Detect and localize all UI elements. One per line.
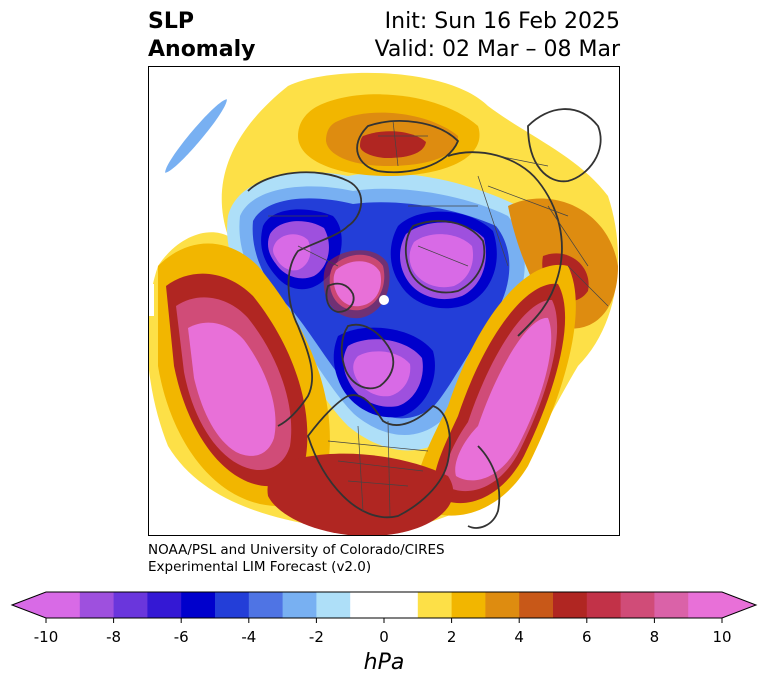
colorbar-tick-label: -10 <box>34 628 59 646</box>
colorbar-swatch <box>620 592 655 618</box>
positive-anomaly-centers <box>148 94 618 536</box>
title-variable-line2: Anomaly <box>148 37 256 62</box>
valid-range: Valid: 02 Mar – 08 Mar <box>374 37 620 62</box>
colorbar-unit: hPa <box>364 650 405 675</box>
coastlines <box>247 108 602 529</box>
colorbar-swatch <box>215 592 250 618</box>
colorbar-swatch <box>519 592 554 618</box>
colorbar-swatch <box>485 592 520 618</box>
colorbar-extend-low <box>12 592 46 618</box>
colorbar-extend-high <box>722 592 756 618</box>
title-dates: Init: Sun 16 Feb 2025 Valid: 02 Mar – 08… <box>375 8 620 64</box>
colorbar-swatch <box>181 592 216 618</box>
colorbar-tick-label: 8 <box>650 628 660 646</box>
colorbar-swatches <box>10 591 758 619</box>
colorbar-tick-label: 10 <box>712 628 731 646</box>
colorbar-swatch <box>451 592 486 618</box>
colorbar-swatch <box>654 592 689 618</box>
colorbar-swatch <box>586 592 622 618</box>
colorbar-swatch <box>688 592 723 618</box>
init-date: Init: Sun 16 Feb 2025 <box>384 9 620 34</box>
credit-line1: NOAA/PSL and University of Colorado/CIRE… <box>148 542 445 558</box>
colorbar: -10 -8 -6 -4 -2 0 2 4 6 8 10 hPa <box>10 591 758 675</box>
colorbar-tick-label: -8 <box>106 628 121 646</box>
map-frame <box>148 66 620 536</box>
anomaly-map <box>148 66 620 536</box>
colorbar-tick-label: -2 <box>309 628 324 646</box>
title-variable-line1: SLP <box>148 9 194 34</box>
colorbar-swatch <box>147 592 182 618</box>
colorbar-tick-label: 4 <box>514 628 524 646</box>
colorbar-tick-label: -6 <box>174 628 189 646</box>
credit-text: NOAA/PSL and University of Colorado/CIRE… <box>148 542 445 576</box>
negative-anomaly-field <box>165 99 539 451</box>
colorbar-tick-label: 6 <box>582 628 592 646</box>
colorbar-ticks: -10 -8 -6 -4 -2 0 2 4 6 8 10 <box>34 618 732 646</box>
colorbar-swatch <box>417 592 453 618</box>
colorbar-swatch <box>350 592 385 618</box>
colorbar-tick-label: 2 <box>447 628 457 646</box>
credit-line2: Experimental LIM Forecast (v2.0) <box>148 559 372 575</box>
colorbar-tick-label: 0 <box>379 628 389 646</box>
title-variable: SLP Anomaly <box>148 8 255 64</box>
colorbar-swatch <box>553 592 588 618</box>
colorbar-swatch <box>248 592 284 618</box>
colorbar-swatch <box>79 592 115 618</box>
colorbar-swatch <box>113 592 148 618</box>
colorbar-swatch <box>46 592 81 618</box>
colorbar-swatch <box>316 592 351 618</box>
colorbar-swatch <box>384 592 419 618</box>
colorbar-tick-label: -4 <box>241 628 256 646</box>
political-borders <box>268 120 609 517</box>
colorbar-swatch <box>282 592 317 618</box>
